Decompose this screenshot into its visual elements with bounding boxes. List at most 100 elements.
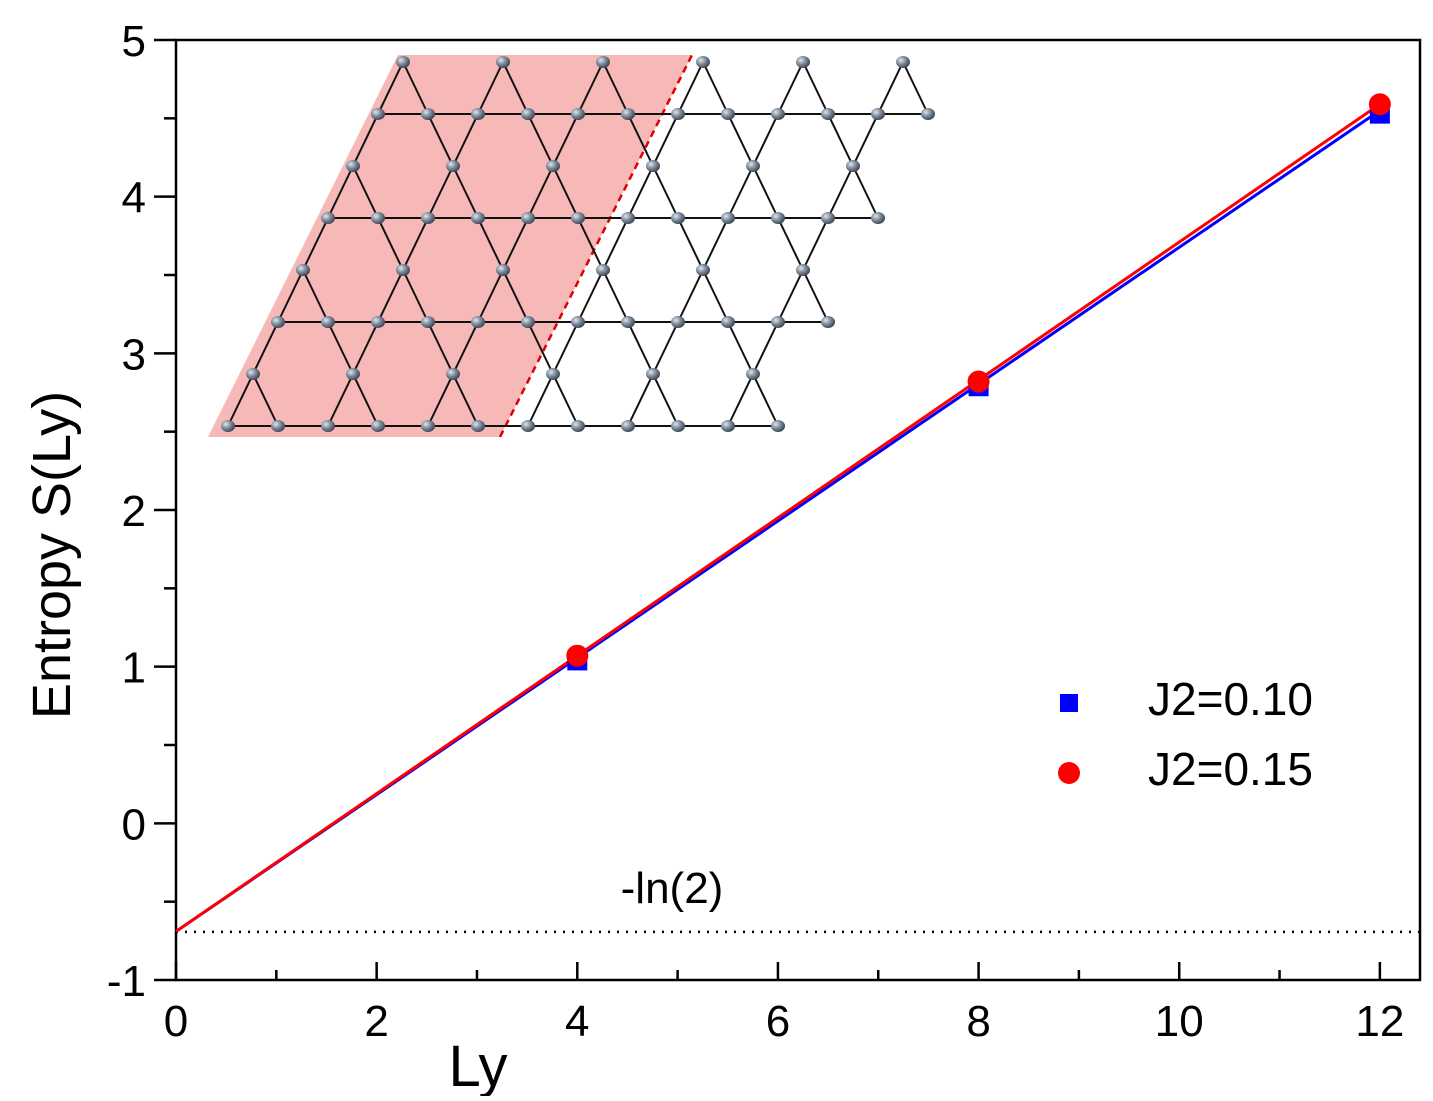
legend-label: J2=0.15 bbox=[1148, 743, 1313, 795]
lattice-site bbox=[821, 212, 835, 224]
lattice-site bbox=[621, 108, 635, 120]
lattice-site bbox=[621, 420, 635, 432]
lattice-bond bbox=[552, 373, 579, 427]
point bbox=[566, 644, 589, 667]
lattice-site bbox=[646, 368, 660, 380]
lattice-site bbox=[621, 212, 635, 224]
lattice-bond bbox=[652, 321, 679, 375]
lattice-bond bbox=[852, 165, 879, 219]
lattice-site bbox=[421, 420, 435, 432]
lattice-bond bbox=[727, 165, 754, 219]
fit-line bbox=[175, 102, 1381, 933]
lattice-bond bbox=[527, 165, 554, 219]
lattice-site bbox=[746, 160, 760, 172]
y-tick-label: 2 bbox=[122, 487, 146, 536]
lattice-site bbox=[796, 264, 810, 276]
y-axis-label: Entropy S(Ly) bbox=[22, 391, 82, 719]
lattice-site bbox=[346, 160, 360, 172]
lattice-bond bbox=[352, 321, 379, 375]
lattice-site bbox=[771, 108, 785, 120]
lattice-site bbox=[671, 420, 685, 432]
lattice-site bbox=[696, 264, 710, 276]
lattice-bond bbox=[677, 217, 704, 271]
lattice-site bbox=[796, 56, 810, 68]
x-axis-label: Ly bbox=[448, 1034, 507, 1096]
lattice-site bbox=[296, 264, 310, 276]
lattice-site bbox=[496, 56, 510, 68]
lattice-bond bbox=[427, 321, 454, 375]
lattice-site bbox=[471, 420, 485, 432]
y-tick-label: 1 bbox=[122, 644, 146, 693]
lattice-bond bbox=[327, 373, 354, 427]
lattice-site bbox=[571, 316, 585, 328]
lattice-site bbox=[721, 420, 735, 432]
lattice-site bbox=[571, 212, 585, 224]
lattice-bond bbox=[352, 165, 379, 219]
lattice-bond bbox=[527, 373, 554, 427]
lattice-bond bbox=[552, 113, 579, 167]
x-tick-label: 10 bbox=[1155, 997, 1204, 1046]
y-tick-label: 3 bbox=[122, 330, 146, 379]
lattice-site bbox=[596, 264, 610, 276]
lattice-bond bbox=[402, 217, 429, 271]
lattice-site bbox=[321, 420, 335, 432]
lattice-bond bbox=[252, 321, 279, 375]
lattice-site bbox=[821, 108, 835, 120]
lattice-site bbox=[396, 264, 410, 276]
lattice-site bbox=[321, 316, 335, 328]
lattice-bond bbox=[877, 61, 904, 115]
lattice-site bbox=[721, 212, 735, 224]
point bbox=[967, 370, 990, 393]
lattice-bond bbox=[777, 269, 804, 323]
lattice-site bbox=[371, 212, 385, 224]
lattice-bond bbox=[902, 61, 929, 115]
lattice-bond bbox=[452, 165, 479, 219]
x-tick-label: 6 bbox=[766, 997, 790, 1046]
lattice-bond bbox=[702, 269, 729, 323]
lattice-bond bbox=[452, 113, 479, 167]
point bbox=[1368, 93, 1391, 116]
lattice-bond bbox=[402, 61, 429, 115]
lattice-bond bbox=[652, 373, 679, 427]
lattice-site bbox=[871, 108, 885, 120]
lattice-bond bbox=[477, 269, 504, 323]
shaded-region bbox=[208, 55, 692, 437]
lattice-site bbox=[546, 368, 560, 380]
lattice-site bbox=[496, 264, 510, 276]
lattice-site bbox=[846, 160, 860, 172]
lattice-bond bbox=[602, 269, 629, 323]
lattice-bond bbox=[627, 113, 654, 167]
lattice-bond bbox=[802, 269, 829, 323]
lattice-site bbox=[346, 368, 360, 380]
legend-marker bbox=[1060, 694, 1078, 712]
lattice-bond bbox=[502, 217, 529, 271]
lattice-bond bbox=[577, 269, 604, 323]
x-tick-label: 4 bbox=[565, 997, 589, 1046]
y-tick-label: 4 bbox=[122, 174, 146, 223]
lattice-site bbox=[871, 212, 885, 224]
lattice-site bbox=[471, 108, 485, 120]
lattice-site bbox=[671, 316, 685, 328]
lattice-bond bbox=[727, 321, 754, 375]
lattice-site bbox=[546, 160, 560, 172]
lattice-bond bbox=[802, 61, 829, 115]
lattice-site bbox=[771, 420, 785, 432]
x-tick-label: 8 bbox=[966, 997, 990, 1046]
lattice-site bbox=[446, 368, 460, 380]
lattice-bond bbox=[302, 269, 329, 323]
legend-label: J2=0.10 bbox=[1148, 673, 1313, 725]
lattice-site bbox=[571, 108, 585, 120]
lattice-bond bbox=[752, 165, 779, 219]
lattice-bond bbox=[627, 373, 654, 427]
lattice-bond bbox=[652, 113, 679, 167]
annotation: -ln(2) bbox=[621, 864, 724, 913]
lattice-site bbox=[621, 316, 635, 328]
lattice-bond bbox=[502, 61, 529, 115]
lattice-site bbox=[421, 108, 435, 120]
lattice-site bbox=[671, 108, 685, 120]
lattice-site bbox=[646, 160, 660, 172]
lattice-bond bbox=[602, 61, 629, 115]
lattice-site bbox=[221, 420, 235, 432]
lattice-site bbox=[746, 368, 760, 380]
